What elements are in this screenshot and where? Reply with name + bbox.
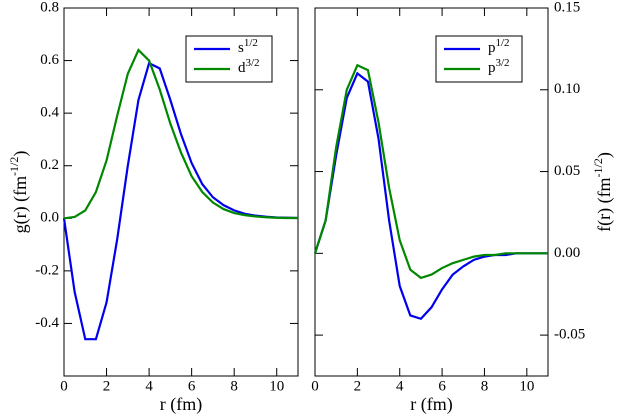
- x-tick-label: 10: [519, 378, 534, 394]
- legend-label-base: p: [488, 40, 496, 56]
- y-tick-label: 0.2: [40, 157, 59, 173]
- legend-label: s1/2: [238, 37, 258, 57]
- y-tick-label: 0.0: [40, 210, 59, 226]
- data-line: [63, 48, 298, 220]
- y-axis-label: f(r) (fm-1/2): [591, 152, 615, 232]
- x-tick-label: 4: [396, 378, 404, 394]
- legend-label-base: d: [238, 60, 246, 76]
- plot-frame: [63, 7, 299, 377]
- legend-label: p1/2: [488, 37, 510, 57]
- x-tick-label: 6: [188, 378, 196, 394]
- y-tick-label: -0.2: [35, 262, 59, 278]
- y-tick-label: 0.10: [554, 81, 580, 97]
- x-tick-label: 8: [481, 378, 489, 394]
- y-axis-label-part: -1/2: [591, 158, 605, 177]
- legend-label-base: p: [488, 60, 496, 76]
- y-tick-label: -0.4: [35, 315, 59, 331]
- x-tick-label: 0: [60, 378, 68, 394]
- y-tick-label: 0.4: [40, 105, 59, 121]
- y-axis-label-part: ): [10, 151, 31, 157]
- x-tick-label: 4: [145, 378, 153, 394]
- x-tick-label: 0: [311, 378, 319, 394]
- legend-label-sup: 1/2: [496, 37, 510, 49]
- data-line: [62, 61, 299, 341]
- y-tick-label: 0.00: [554, 245, 580, 261]
- y-tick-label: 0.05: [554, 163, 580, 179]
- y-axis-label-part: ): [594, 152, 615, 158]
- data-line: [313, 63, 548, 280]
- y-tick-label: 0.8: [40, 0, 59, 15]
- legend-label: d3/2: [238, 57, 260, 77]
- y-tick-label: -0.05: [554, 327, 585, 343]
- x-axis-label: r (fm): [160, 394, 202, 415]
- legend-label-sup: 3/2: [496, 57, 510, 69]
- legend-box: [435, 35, 523, 83]
- y-tick-label: 0.6: [40, 52, 59, 68]
- x-tick-label: 6: [438, 378, 446, 394]
- x-axis-label: r (fm): [410, 394, 452, 415]
- plot-frame: [314, 7, 549, 377]
- legend-label-sup: 1/2: [244, 37, 258, 49]
- y-axis-label-part: -1/2: [7, 157, 21, 176]
- y-axis-label-part: f(r) (fm: [594, 177, 615, 231]
- legend-label-sup: 3/2: [246, 57, 260, 69]
- x-tick-label: 10: [269, 378, 284, 394]
- legend-label: p3/2: [488, 57, 510, 77]
- y-axis-label-part: g(r) (fm: [10, 176, 31, 233]
- data-line: [313, 71, 548, 321]
- x-tick-label: 2: [354, 378, 362, 394]
- y-tick-label: 0.15: [554, 0, 580, 15]
- x-tick-label: 2: [103, 378, 111, 394]
- legend-label-base: s: [238, 40, 244, 56]
- x-tick-label: 8: [230, 378, 238, 394]
- y-axis-label: g(r) (fm-1/2): [7, 151, 31, 234]
- legend-box: [185, 35, 273, 83]
